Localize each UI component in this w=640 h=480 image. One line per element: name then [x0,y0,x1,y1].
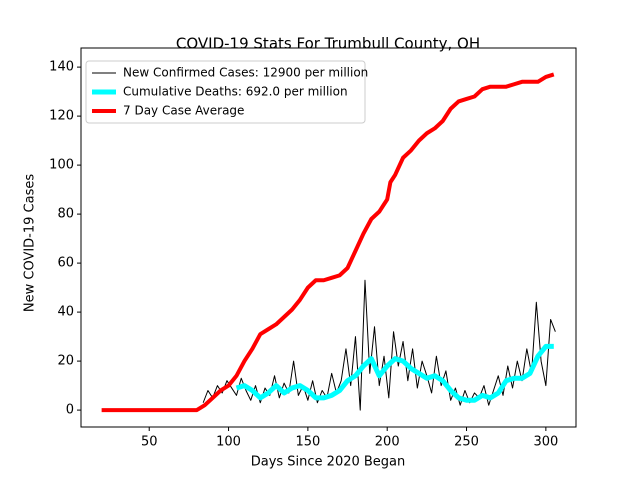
y-axis-label: New COVID-19 Cases [23,174,38,312]
legend-label: New Confirmed Cases: 12900 per million [123,66,368,80]
legend-box [85,60,366,124]
x-tick-label: 300 [533,435,558,450]
y-tick-label: 100 [49,158,74,173]
y-tick-label: 0 [66,403,74,418]
series-line [101,72,555,413]
legend-label: 7 Day Case Average [123,104,244,118]
x-tick-label: 250 [454,435,479,450]
x-tick-label: 50 [141,435,158,450]
chart-title: COVID-19 Stats For Trumbull County, OH [176,35,480,53]
y-tick-label: 20 [57,354,74,369]
plot-frame [80,47,577,428]
y-tick-label: 40 [57,305,74,320]
x-tick-label: 150 [295,435,320,450]
x-tick-label: 200 [375,435,400,450]
y-tick-label: 80 [57,207,74,222]
x-axis-label: Days Since 2020 Began [251,455,406,470]
y-tick-label: 60 [57,256,74,271]
legend-label: Cumulative Deaths: 692.0 per million [123,85,348,99]
y-tick-label: 120 [49,109,74,124]
x-tick-label: 100 [216,435,241,450]
y-tick-label: 140 [49,60,74,75]
series-line [235,343,554,403]
